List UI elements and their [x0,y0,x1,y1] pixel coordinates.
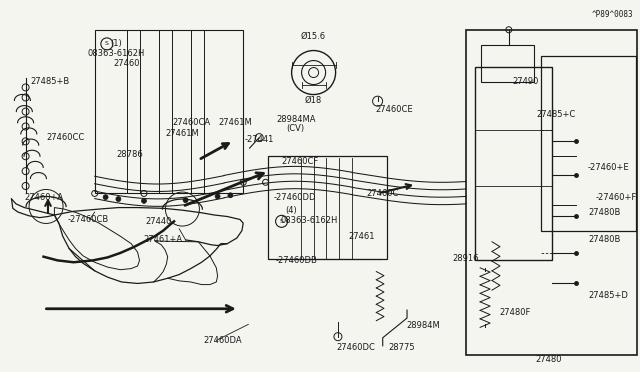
Text: 27480: 27480 [536,355,563,364]
Text: 27480F: 27480F [499,308,531,317]
Text: -27460DD: -27460DD [274,193,316,202]
Text: 08363-6162H: 08363-6162H [88,49,145,58]
Circle shape [228,193,233,198]
Text: 27490: 27490 [512,77,538,86]
Text: 27461+A: 27461+A [143,235,182,244]
Text: 27460DC: 27460DC [336,343,375,352]
Text: 27461M: 27461M [165,129,199,138]
Text: Ø18: Ø18 [305,96,322,105]
Bar [466,30,637,355]
Text: 27485+B: 27485+B [31,77,70,86]
Bar [268,156,387,259]
Text: 27460CA: 27460CA [173,118,211,126]
Text: -27441: -27441 [244,135,274,144]
Text: 28916: 28916 [452,254,479,263]
Text: 27480B: 27480B [589,208,621,217]
Text: 27485+C: 27485+C [536,110,575,119]
Bar [95,30,243,193]
Text: -27460+E: -27460+E [588,163,629,172]
Circle shape [215,194,220,199]
Text: 28984MA: 28984MA [276,115,316,124]
Text: 28775: 28775 [388,343,415,352]
Text: 27480B: 27480B [589,235,621,244]
Circle shape [116,196,121,202]
Text: 27460CE: 27460CE [376,105,413,114]
Text: 27440: 27440 [145,217,172,226]
Bar [481,45,534,82]
Text: (4): (4) [285,206,296,215]
Bar [541,56,636,231]
Text: -27460+F: -27460+F [595,193,636,202]
Text: 27460CC: 27460CC [47,133,85,142]
Text: 27460DA: 27460DA [204,336,242,345]
Text: 27485+D: 27485+D [589,291,628,300]
Text: -27460CB: -27460CB [67,215,108,224]
Text: S: S [105,41,109,46]
Circle shape [103,195,108,200]
Circle shape [141,198,147,203]
Text: (CV): (CV) [287,124,305,133]
Text: 27460: 27460 [113,60,140,68]
Text: 27460C: 27460C [366,189,399,198]
Text: ^P89^0083: ^P89^0083 [592,10,634,19]
Text: 28786: 28786 [116,150,143,159]
Text: 08363-6162H: 08363-6162H [280,216,338,225]
Text: (1): (1) [111,39,122,48]
Text: 27461: 27461 [349,232,375,241]
Text: 27461M: 27461M [219,118,253,126]
Text: 27460+A: 27460+A [24,193,63,202]
Text: 27460CF: 27460CF [282,157,319,166]
Circle shape [183,198,188,203]
Text: S: S [280,219,284,224]
Text: 28984M: 28984M [406,321,440,330]
Text: -27460DB: -27460DB [275,256,317,265]
Bar [475,67,552,260]
Text: Ø15.6: Ø15.6 [301,32,326,41]
